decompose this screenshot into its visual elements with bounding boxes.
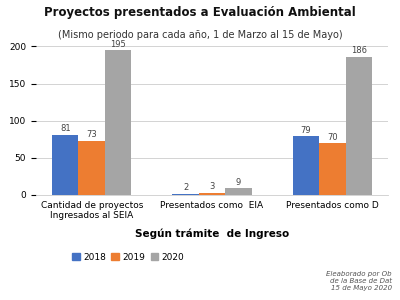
Text: 79: 79 [300, 126, 311, 135]
Bar [78, 141, 105, 195]
Bar [199, 193, 225, 195]
Text: 186: 186 [351, 46, 367, 55]
Text: 73: 73 [86, 130, 97, 139]
Text: 195: 195 [110, 40, 126, 49]
Bar [52, 135, 78, 195]
Bar [172, 194, 199, 195]
Bar [105, 50, 131, 195]
Bar [225, 188, 252, 195]
Text: 3: 3 [209, 182, 215, 191]
Text: 2: 2 [183, 183, 188, 192]
Text: 70: 70 [327, 133, 338, 142]
Text: 9: 9 [236, 178, 241, 187]
Text: 81: 81 [60, 124, 70, 133]
Text: Proyectos presentados a Evaluación Ambiental: Proyectos presentados a Evaluación Ambie… [44, 6, 356, 19]
Legend: 2018, 2019, 2020: 2018, 2019, 2020 [69, 249, 188, 266]
Text: Eleaborado por Ob
de la Base de Dat
15 de Mayo 2020: Eleaborado por Ob de la Base de Dat 15 d… [326, 271, 392, 291]
Bar [293, 136, 319, 195]
Bar [319, 143, 346, 195]
Text: (Mismo periodo para cada año, 1 de Marzo al 15 de Mayo): (Mismo periodo para cada año, 1 de Marzo… [58, 30, 342, 40]
X-axis label: Según trámite  de Ingreso: Según trámite de Ingreso [135, 228, 289, 239]
Bar [346, 57, 372, 195]
